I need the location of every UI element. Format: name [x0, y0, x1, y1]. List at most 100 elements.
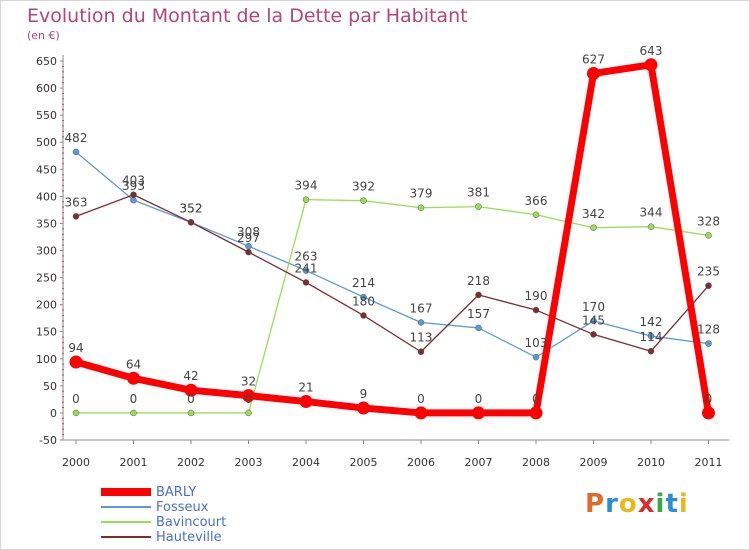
data-point-hauteville: [647, 347, 655, 355]
data-point-fosseux: [360, 293, 367, 301]
data-label-bavincourt: 342: [582, 207, 605, 221]
legend-label: BARLY: [156, 485, 197, 500]
data-label-barly: 0: [532, 392, 540, 406]
y-tick-label: 350: [36, 217, 57, 230]
y-tick-label: 300: [36, 245, 57, 258]
data-point-hauteville: [360, 312, 367, 319]
x-tick-label: 2006: [407, 456, 435, 469]
data-point-hauteville: [72, 213, 80, 220]
data-label-hauteville: 145: [582, 313, 605, 327]
series-line-hauteville: [75, 194, 710, 353]
data-point-fosseux: [590, 317, 597, 325]
data-point-barly: [529, 406, 543, 420]
data-point-bavincourt: [302, 196, 310, 203]
data-label-hauteville: 113: [410, 331, 433, 345]
legend-swatch-bavincourt: [101, 521, 151, 523]
y-tick-label: 50: [43, 380, 57, 393]
data-label-barly: 9: [360, 387, 368, 401]
legend-swatch-fosseux: [101, 506, 151, 508]
data-point-fosseux: [647, 332, 655, 340]
data-point-bavincourt: [647, 223, 655, 230]
data-point-fosseux: [302, 267, 310, 274]
data-label-bavincourt: 392: [352, 180, 375, 194]
data-label-barly: 643: [640, 44, 663, 58]
series-line-fosseux: [75, 151, 710, 358]
data-label-fosseux: 157: [467, 307, 490, 321]
data-label-hauteville: 218: [467, 274, 490, 288]
data-label-barly: 627: [582, 52, 605, 66]
data-label-fosseux: 103: [525, 336, 548, 350]
data-label-bavincourt: 379: [410, 187, 433, 201]
data-label-fosseux: 263: [295, 250, 318, 264]
data-point-barly: [587, 66, 600, 80]
x-tick-label: 2005: [350, 456, 378, 469]
logo-letter: r: [605, 489, 619, 519]
data-point-bavincourt: [417, 204, 425, 211]
series-line-bavincourt: [75, 198, 710, 414]
data-label-bavincourt: 0: [245, 392, 253, 406]
y-tick-label: 100: [36, 353, 57, 366]
data-point-hauteville: [187, 219, 195, 226]
y-tick-label: 500: [36, 136, 57, 149]
data-label-hauteville: 190: [525, 289, 548, 303]
data-point-bavincourt: [705, 232, 712, 239]
data-label-bavincourt: 0: [130, 392, 138, 406]
data-label-bavincourt: 344: [640, 206, 663, 220]
data-label-fosseux: 128: [697, 323, 720, 337]
x-tick-label: 2003: [235, 456, 263, 469]
data-label-barly: 0: [475, 392, 483, 406]
data-point-hauteville: [302, 279, 310, 286]
data-point-hauteville: [245, 248, 252, 256]
x-tick-label: 2008: [522, 456, 550, 469]
data-point-bavincourt: [475, 203, 482, 210]
data-point-hauteville: [130, 191, 137, 198]
data-point-fosseux: [130, 196, 137, 204]
proxiti-logo: Proxiti: [585, 489, 689, 519]
data-label-bavincourt: 394: [295, 179, 318, 193]
data-point-bavincourt: [532, 211, 540, 219]
x-tick-label: 2009: [580, 456, 608, 469]
data-label-barly: 21: [298, 381, 313, 395]
data-point-barly: [472, 406, 485, 420]
data-label-hauteville: 297: [237, 231, 260, 245]
data-label-hauteville: 114: [640, 330, 663, 344]
data-label-fosseux: 142: [640, 315, 663, 329]
data-label-fosseux: 393: [122, 179, 145, 193]
data-label-fosseux: 170: [582, 300, 605, 314]
data-point-fosseux: [475, 324, 482, 332]
data-label-bavincourt: 381: [467, 186, 490, 200]
data-label-barly: 0: [417, 392, 425, 406]
data-point-barly: [702, 406, 715, 420]
data-label-hauteville: 352: [180, 201, 203, 215]
data-label-hauteville: 235: [697, 265, 720, 279]
y-tick-label: 250: [36, 272, 57, 285]
x-tick-label: 2001: [120, 456, 148, 469]
x-tick-label: 2010: [637, 456, 665, 469]
data-label-barly: 42: [183, 369, 198, 383]
x-tick-label: 2000: [62, 456, 90, 469]
data-point-bavincourt: [130, 409, 137, 417]
data-point-barly: [414, 406, 428, 420]
data-point-hauteville: [417, 348, 425, 355]
data-label-hauteville: 403: [122, 174, 145, 188]
data-label-fosseux: 214: [352, 276, 375, 290]
data-point-barly: [644, 58, 658, 72]
data-label-bavincourt: 366: [525, 194, 548, 208]
data-point-hauteville: [705, 282, 712, 289]
x-tick-label: 2004: [292, 456, 320, 469]
series-line-barly: [72, 61, 712, 417]
data-point-fosseux: [417, 319, 425, 326]
chart-title: Evolution du Montant de la Dette par Hab…: [27, 5, 468, 27]
data-label-barly: 64: [126, 357, 141, 371]
logo-letter: t: [665, 489, 679, 519]
data-point-barly: [127, 371, 140, 385]
data-label-bavincourt: 328: [697, 214, 720, 228]
logo-letter: x: [637, 489, 656, 519]
x-tick-label: 2007: [465, 456, 493, 469]
data-label-bavincourt: 0: [72, 392, 80, 406]
data-label-bavincourt: 0: [187, 392, 195, 406]
y-tick-label: 400: [36, 190, 57, 203]
data-point-fosseux: [705, 340, 712, 347]
